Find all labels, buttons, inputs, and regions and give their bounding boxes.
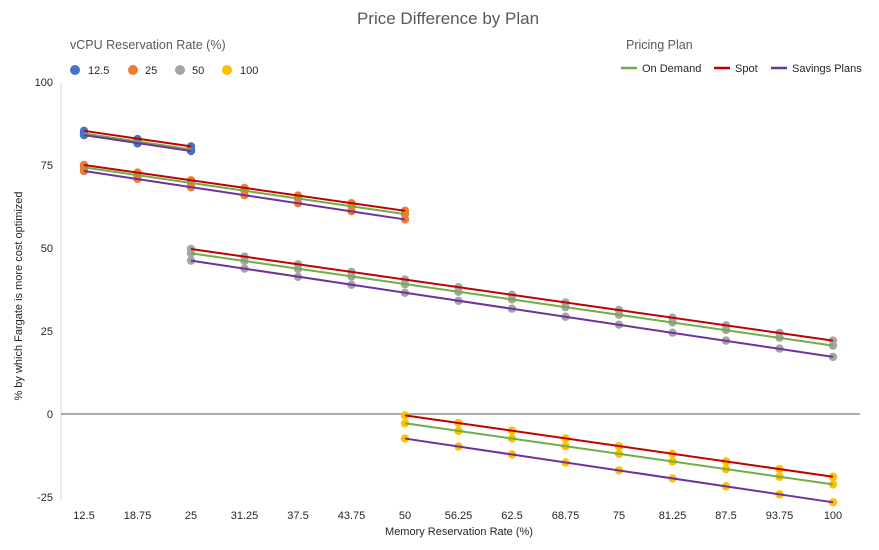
- x-tick-label: 93.75: [766, 510, 794, 522]
- trendline-on-demand-vcpu-50: [190, 252, 834, 347]
- x-tick-label: 75: [613, 510, 625, 522]
- x-tick-label: 87.5: [715, 510, 736, 522]
- trendline-savings-plans-vcpu-25: [83, 169, 406, 221]
- vcpu-legend-marker-50: [175, 65, 185, 75]
- y-tick-labels: 100 75 50 25 0 -25: [35, 77, 53, 504]
- trendline-savings-plans-vcpu-12-5: [83, 134, 192, 153]
- vcpu-legend-label-50: 50: [192, 65, 204, 77]
- plan-legend-label-savings-plans: Savings Plans: [792, 63, 862, 75]
- x-tick-label: 43.75: [338, 510, 366, 522]
- y-tick-label: 25: [41, 326, 53, 338]
- trendline-savings-plans-vcpu-100: [404, 437, 834, 504]
- x-tick-labels: 12.5 18.75 25 31.25 37.5 43.75 50 56.25 62.5 68.7…: [73, 510, 842, 522]
- trendline-spot-vcpu-100: [404, 414, 834, 478]
- data-point: [400, 419, 410, 428]
- vcpu-legend: 12.5 25 50 100: [70, 65, 258, 77]
- plan-legend-label-on-demand: On Demand: [642, 63, 701, 75]
- x-tick-label: 81.25: [659, 510, 687, 522]
- vcpu-legend-marker-25: [128, 65, 138, 75]
- x-axis-label: Memory Reservation Rate (%): [385, 526, 533, 538]
- x-tick-label: 100: [824, 510, 842, 522]
- vcpu-legend-label-100: 100: [240, 65, 258, 77]
- plan-legend-label-spot: Spot: [735, 63, 758, 75]
- vcpu-legend-label-12-5: 12.5: [88, 65, 109, 77]
- x-tick-label: 62.5: [501, 510, 522, 522]
- x-tick-label: 18.75: [124, 510, 152, 522]
- y-tick-label: 0: [47, 409, 53, 421]
- vcpu-legend-label-25: 25: [145, 65, 157, 77]
- vcpu-legend-marker-100: [222, 65, 232, 75]
- y-tick-label: 50: [41, 243, 53, 255]
- trendline-spot-vcpu-25: [83, 164, 406, 212]
- x-tick-label: 50: [399, 510, 411, 522]
- trendline-on-demand-vcpu-100: [404, 422, 834, 486]
- series-layer: [79, 126, 838, 507]
- trendline-on-demand-vcpu-12-5: [83, 132, 192, 151]
- y-tick-label: -25: [37, 492, 53, 504]
- y-tick-label: 100: [35, 77, 53, 89]
- x-tick-label: 12.5: [73, 510, 94, 522]
- chart-title: Price Difference by Plan: [357, 9, 539, 28]
- vcpu-legend-marker-12-5: [70, 65, 80, 75]
- trendline-spot-vcpu-50: [190, 248, 834, 342]
- trendline-on-demand-vcpu-25: [83, 166, 406, 216]
- vcpu-legend-title: vCPU Reservation Rate (%): [70, 38, 226, 52]
- data-point: [186, 256, 196, 265]
- trendline-spot-vcpu-12-5: [83, 129, 192, 148]
- x-tick-label: 31.25: [231, 510, 259, 522]
- series-lines: [83, 129, 834, 504]
- vcpu-group-25: [79, 160, 410, 224]
- trendline-savings-plans-vcpu-50: [190, 259, 834, 358]
- x-tick-label: 25: [185, 510, 197, 522]
- x-tick-label: 56.25: [445, 510, 473, 522]
- plan-legend: On Demand Spot Savings Plans: [621, 63, 862, 75]
- y-axis-label: % by which Fargate is more cost optimize…: [13, 191, 25, 400]
- x-tick-label: 68.75: [552, 510, 580, 522]
- plan-legend-title: Pricing Plan: [626, 38, 693, 52]
- y-tick-label: 75: [41, 160, 53, 172]
- x-tick-label: 37.5: [287, 510, 308, 522]
